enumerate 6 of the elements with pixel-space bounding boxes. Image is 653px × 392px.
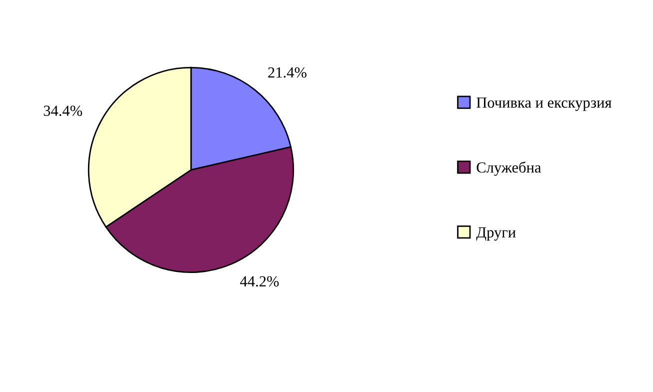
legend-label: Други: [476, 227, 516, 241]
data-label: 34.4%: [44, 106, 82, 116]
data-label: 21.4%: [268, 67, 306, 78]
legend-label: Почивка и екскурзия: [476, 98, 612, 111]
data-label: 44.2%: [240, 276, 279, 287]
legend-label: Служебна: [476, 162, 542, 176]
